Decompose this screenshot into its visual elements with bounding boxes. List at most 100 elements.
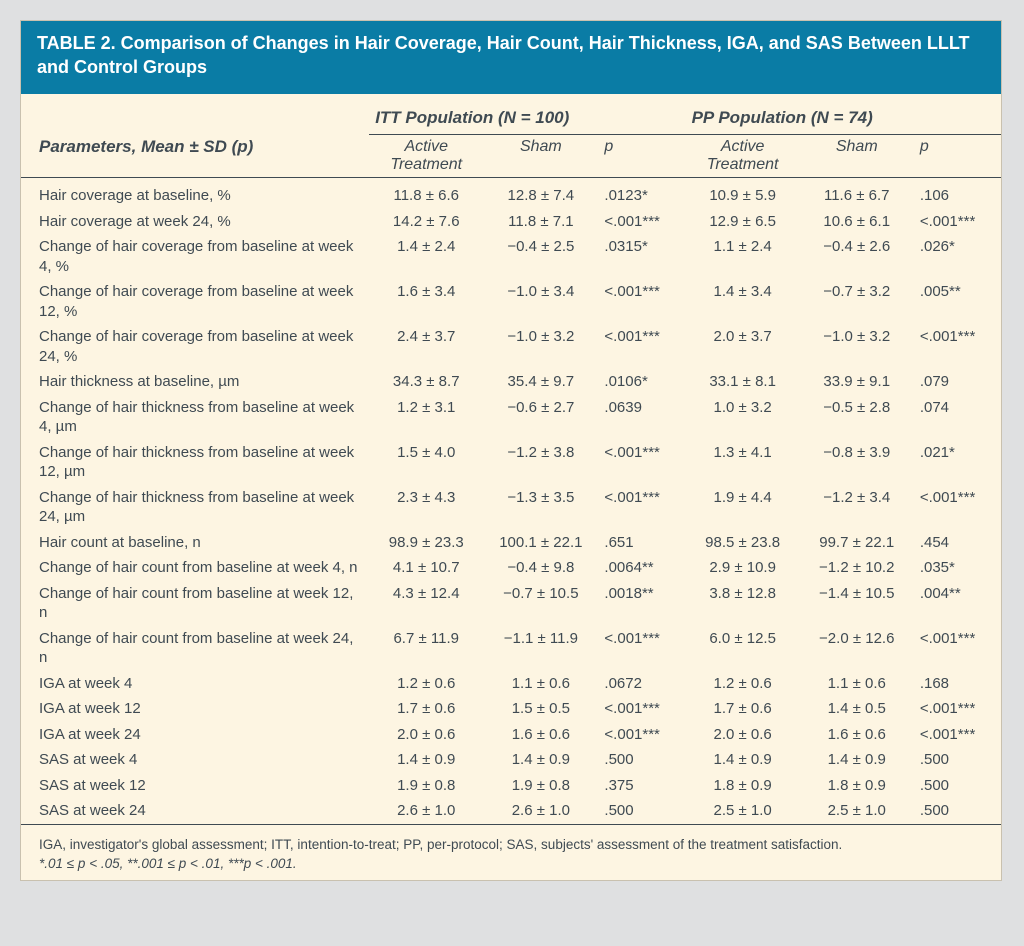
pp-p-cell: .074 [914,395,1001,440]
itt-p-cell: .0064** [598,555,685,581]
parameter-cell: Change of hair count from baseline at we… [21,626,369,671]
itt-sham-cell: 1.6 ± 0.6 [483,722,598,748]
itt-sham-cell: 35.4 ± 9.7 [483,369,598,395]
pp-sham-cell: −2.0 ± 12.6 [800,626,914,671]
active-treatment-label: ActiveTreatment [707,138,779,173]
itt-p-cell: .0315* [598,234,685,279]
pp-sham-cell: 1.1 ± 0.6 [800,671,914,697]
data-table: ITT Population (N = 100) PP Population (… [21,94,1001,824]
itt-sham-cell: −1.2 ± 3.8 [483,440,598,485]
table-row: IGA at week 41.2 ± 0.61.1 ± 0.6.06721.2 … [21,671,1001,697]
parameter-cell: Change of hair thickness from baseline a… [21,440,369,485]
itt-active-cell: 2.4 ± 3.7 [369,324,483,369]
itt-sham-cell: 1.9 ± 0.8 [483,773,598,799]
table-row: Change of hair thickness from baseline a… [21,395,1001,440]
pp-active-cell: 2.0 ± 3.7 [686,324,800,369]
pp-active-cell: 1.1 ± 2.4 [686,234,800,279]
pp-sham-cell: −1.2 ± 3.4 [800,485,914,530]
pp-sham-cell: 1.8 ± 0.9 [800,773,914,799]
table-row: Change of hair count from baseline at we… [21,626,1001,671]
pp-sham-header: Sham [800,134,914,178]
parameter-cell: Change of hair coverage from baseline at… [21,279,369,324]
pp-sham-cell: −1.2 ± 10.2 [800,555,914,581]
itt-sham-cell: 1.5 ± 0.5 [483,696,598,722]
itt-sham-cell: 2.6 ± 1.0 [483,798,598,824]
parameter-cell: SAS at week 12 [21,773,369,799]
itt-active-cell: 11.8 ± 6.6 [369,178,483,209]
table-row: Hair coverage at week 24, %14.2 ± 7.611.… [21,209,1001,235]
table-row: Change of hair thickness from baseline a… [21,440,1001,485]
itt-p-cell: <.001*** [598,209,685,235]
itt-active-cell: 1.2 ± 3.1 [369,395,483,440]
parameter-cell: Change of hair coverage from baseline at… [21,234,369,279]
parameter-cell: IGA at week 24 [21,722,369,748]
pp-active-cell: 1.4 ± 3.4 [686,279,800,324]
itt-p-cell: <.001*** [598,485,685,530]
table-row: IGA at week 242.0 ± 0.61.6 ± 0.6<.001***… [21,722,1001,748]
itt-sham-cell: −0.4 ± 9.8 [483,555,598,581]
parameter-cell: SAS at week 24 [21,798,369,824]
table-row: SAS at week 121.9 ± 0.81.9 ± 0.8.3751.8 … [21,773,1001,799]
itt-p-cell: <.001*** [598,324,685,369]
pp-p-cell: .454 [914,530,1001,556]
itt-p-cell: .0106* [598,369,685,395]
table-title: TABLE 2. Comparison of Changes in Hair C… [21,21,1001,94]
itt-population-header: ITT Population (N = 100) [369,94,685,135]
itt-sham-cell: −1.0 ± 3.4 [483,279,598,324]
pp-active-cell: 98.5 ± 23.8 [686,530,800,556]
pp-active-cell: 6.0 ± 12.5 [686,626,800,671]
pp-sham-cell: −1.0 ± 3.2 [800,324,914,369]
pp-sham-cell: 1.6 ± 0.6 [800,722,914,748]
parameter-cell: Change of hair count from baseline at we… [21,555,369,581]
footnote-abbreviations: IGA, investigator's global assessment; I… [39,835,983,855]
pp-p-cell: <.001*** [914,696,1001,722]
table-body: Hair coverage at baseline, %11.8 ± 6.612… [21,178,1001,824]
itt-active-cell: 98.9 ± 23.3 [369,530,483,556]
pp-active-cell: 3.8 ± 12.8 [686,581,800,626]
population-header-row: ITT Population (N = 100) PP Population (… [21,94,1001,135]
parameter-cell: Change of hair thickness from baseline a… [21,395,369,440]
pp-active-cell: 2.0 ± 0.6 [686,722,800,748]
itt-active-cell: 1.9 ± 0.8 [369,773,483,799]
itt-p-cell: .0123* [598,178,685,209]
itt-sham-cell: −0.6 ± 2.7 [483,395,598,440]
itt-active-cell: 1.4 ± 0.9 [369,747,483,773]
itt-active-cell: 34.3 ± 8.7 [369,369,483,395]
pp-p-cell: .168 [914,671,1001,697]
pp-p-cell: .004** [914,581,1001,626]
itt-p-cell: .0672 [598,671,685,697]
table-footnote: IGA, investigator's global assessment; I… [21,824,1001,880]
itt-active-cell: 1.4 ± 2.4 [369,234,483,279]
parameter-cell: Hair thickness at baseline, µm [21,369,369,395]
table-row: Hair thickness at baseline, µm34.3 ± 8.7… [21,369,1001,395]
itt-active-cell: 2.0 ± 0.6 [369,722,483,748]
pp-p-cell: <.001*** [914,485,1001,530]
itt-sham-cell: 1.1 ± 0.6 [483,671,598,697]
pp-p-cell: <.001*** [914,324,1001,369]
pp-sham-cell: 2.5 ± 1.0 [800,798,914,824]
itt-sham-cell: −0.7 ± 10.5 [483,581,598,626]
itt-sham-cell: 100.1 ± 22.1 [483,530,598,556]
pp-active-cell: 12.9 ± 6.5 [686,209,800,235]
parameter-cell: Hair coverage at week 24, % [21,209,369,235]
pp-p-cell: .500 [914,773,1001,799]
itt-p-cell: <.001*** [598,626,685,671]
itt-active-cell: 1.7 ± 0.6 [369,696,483,722]
itt-active-cell: 14.2 ± 7.6 [369,209,483,235]
pp-p-cell: <.001*** [914,209,1001,235]
itt-p-cell: <.001*** [598,440,685,485]
pp-active-cell: 1.0 ± 3.2 [686,395,800,440]
parameter-cell: IGA at week 12 [21,696,369,722]
pp-sham-cell: −0.7 ± 3.2 [800,279,914,324]
itt-sham-cell: −1.0 ± 3.2 [483,324,598,369]
pp-active-cell: 2.9 ± 10.9 [686,555,800,581]
table-row: Hair count at baseline, n98.9 ± 23.3100.… [21,530,1001,556]
pp-active-cell: 1.3 ± 4.1 [686,440,800,485]
table-row: IGA at week 121.7 ± 0.61.5 ± 0.5 <.001***… [21,696,1001,722]
table-row: SAS at week 242.6 ± 1.02.6 ± 1.0.5002.5 … [21,798,1001,824]
itt-sham-header: Sham [483,134,598,178]
pp-sham-cell: 10.6 ± 6.1 [800,209,914,235]
pp-p-cell: .500 [914,747,1001,773]
pp-p-cell: .005** [914,279,1001,324]
parameter-cell: Hair count at baseline, n [21,530,369,556]
